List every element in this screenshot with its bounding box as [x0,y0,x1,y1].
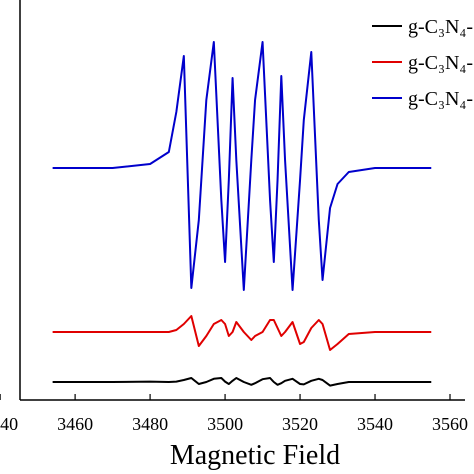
legend-text: g-C₃N₄- [408,52,473,74]
legend-text: g-C₃N₄- [408,16,473,38]
x-tick-label: 3560 [432,414,468,434]
x-tick-label: 3460 [57,414,93,434]
x-axis-label: Magnetic Field [170,440,340,471]
x-tick-label: 3500 [207,414,243,434]
x-tick-label: 3540 [357,414,393,434]
series-line [52,41,432,291]
series-line [52,315,432,351]
x-tick-label: 3520 [282,414,318,434]
series-line [52,377,432,387]
x-tick-label: 3480 [132,414,168,434]
legend-text: g-C₃N₄- [408,88,473,110]
x-tick-label: 3440 [0,414,18,434]
